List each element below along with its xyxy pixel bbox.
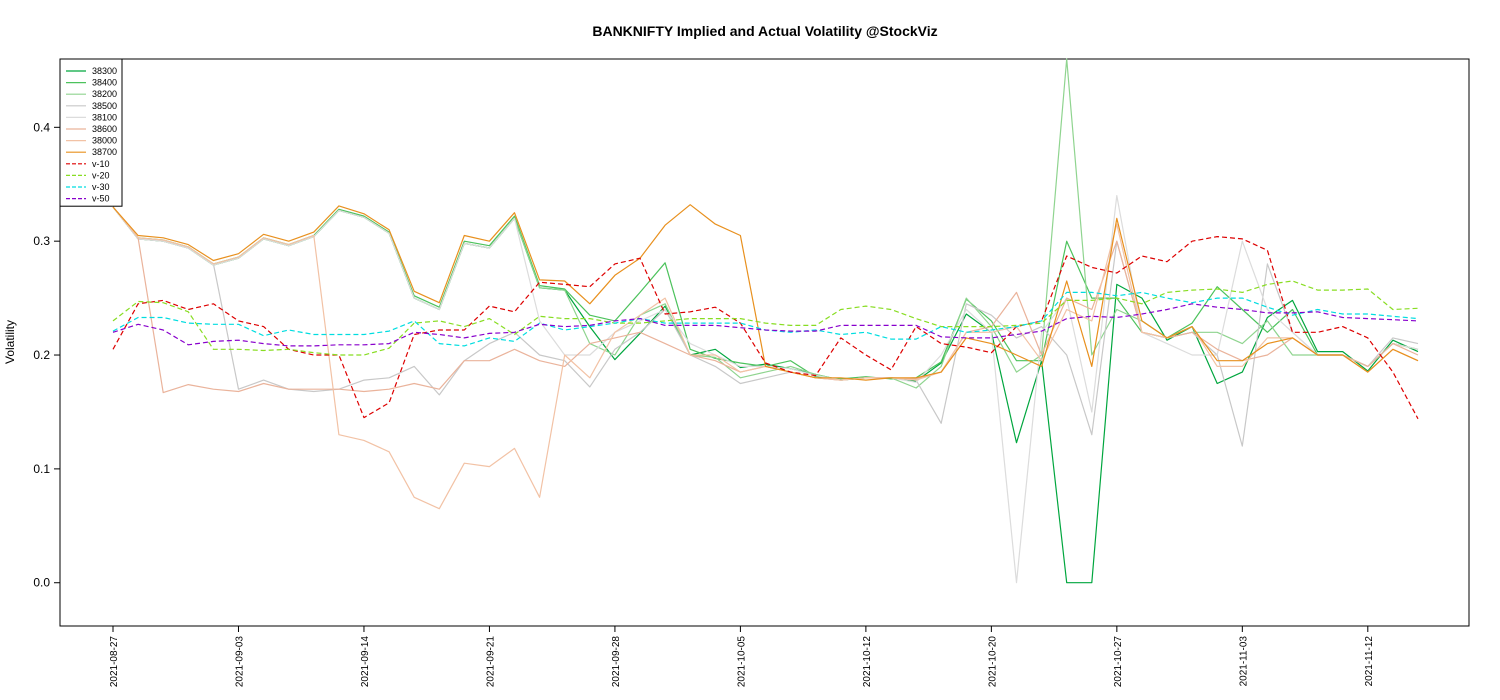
x-tick-label: 2021-11-12 (1364, 636, 1375, 687)
x-tick-label: 2021-10-05 (736, 636, 747, 688)
plot-frame (59, 58, 1470, 627)
series-line-38000 (112, 206, 1419, 510)
y-tick-label: 0.2 (33, 348, 50, 362)
legend-label: 38300 (92, 66, 117, 76)
y-tick-label: 0.3 (33, 234, 50, 248)
series-line-38300 (112, 206, 1419, 584)
x-tick-label: 2021-08-27 (109, 636, 120, 688)
legend-box (59, 58, 123, 207)
series-line-v-50 (112, 303, 1419, 347)
legend-label: v-10 (92, 159, 110, 169)
x-tick-label: 2021-10-12 (862, 636, 873, 688)
x-tick-label: 2021-10-20 (987, 636, 998, 688)
series-line-v-20 (112, 280, 1419, 356)
y-tick-label: 0.1 (33, 462, 50, 476)
legend-label: 38500 (92, 101, 117, 111)
series-line-38400 (112, 206, 1419, 380)
y-axis: 0.0 0.1 0.2 0.3 0.4 (33, 120, 60, 590)
series-line-38500 (112, 206, 1419, 447)
legend-label: 38000 (92, 136, 117, 146)
x-tick-label: 2021-09-28 (611, 636, 622, 688)
legend-label: 38400 (92, 78, 117, 88)
series-layer (112, 58, 1419, 584)
legend-label: 38700 (92, 147, 117, 157)
x-tick-label: 2021-09-03 (234, 636, 245, 688)
series-line-v-10 (112, 236, 1419, 420)
legend-label: v-20 (92, 170, 110, 180)
x-tick-label: 2021-10-27 (1113, 636, 1124, 688)
x-axis: 2021-08-27 2021-09-03 2021-09-14 2021-09-21… (109, 626, 1375, 687)
x-tick-label: 2021-09-21 (485, 636, 496, 688)
x-tick-label: 2021-09-14 (360, 636, 371, 688)
x-tick-label: 2021-11-03 (1238, 636, 1249, 687)
legend-label: 38200 (92, 89, 117, 99)
y-tick-label: 0.4 (33, 120, 50, 134)
legend-label: 38100 (92, 112, 117, 122)
legend-label: v-50 (92, 194, 110, 204)
series-line-38200 (112, 58, 1419, 389)
chart-title: BANKNIFTY Implied and Actual Volatility … (592, 23, 937, 39)
y-tick-label: 0.0 (33, 576, 50, 590)
series-line-v-30 (112, 291, 1419, 347)
legend-label: 38600 (92, 124, 117, 134)
legend-label: v-30 (92, 182, 110, 192)
y-axis-label: Volatility (3, 320, 17, 364)
series-line-38700 (112, 204, 1419, 381)
